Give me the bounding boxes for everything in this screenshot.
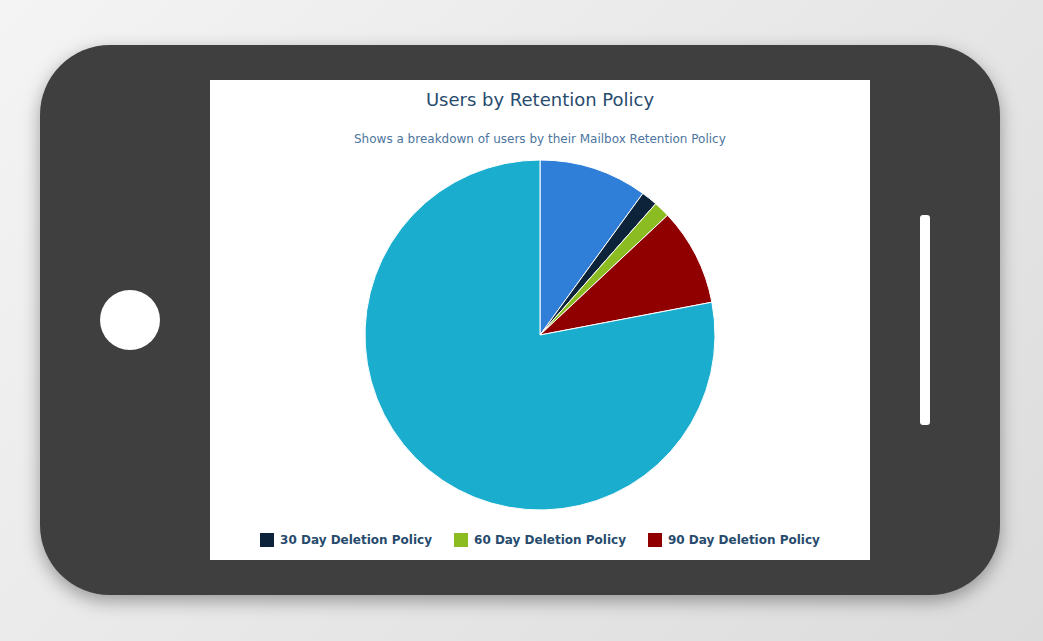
html-text:90 Day Deletion Policy: 90 Day Deletion Policy [668,533,820,547]
svg-text:Shows a breakdown of users by: Shows a breakdown of users by their Mail… [354,132,726,146]
svg-text:Users by Retention Policy: Users by Retention Policy [426,89,655,110]
html-text:30 Day Deletion Policy: 30 Day Deletion Policy [280,533,432,547]
html-text:60 Day Deletion Policy: 60 Day Deletion Policy [474,533,626,547]
